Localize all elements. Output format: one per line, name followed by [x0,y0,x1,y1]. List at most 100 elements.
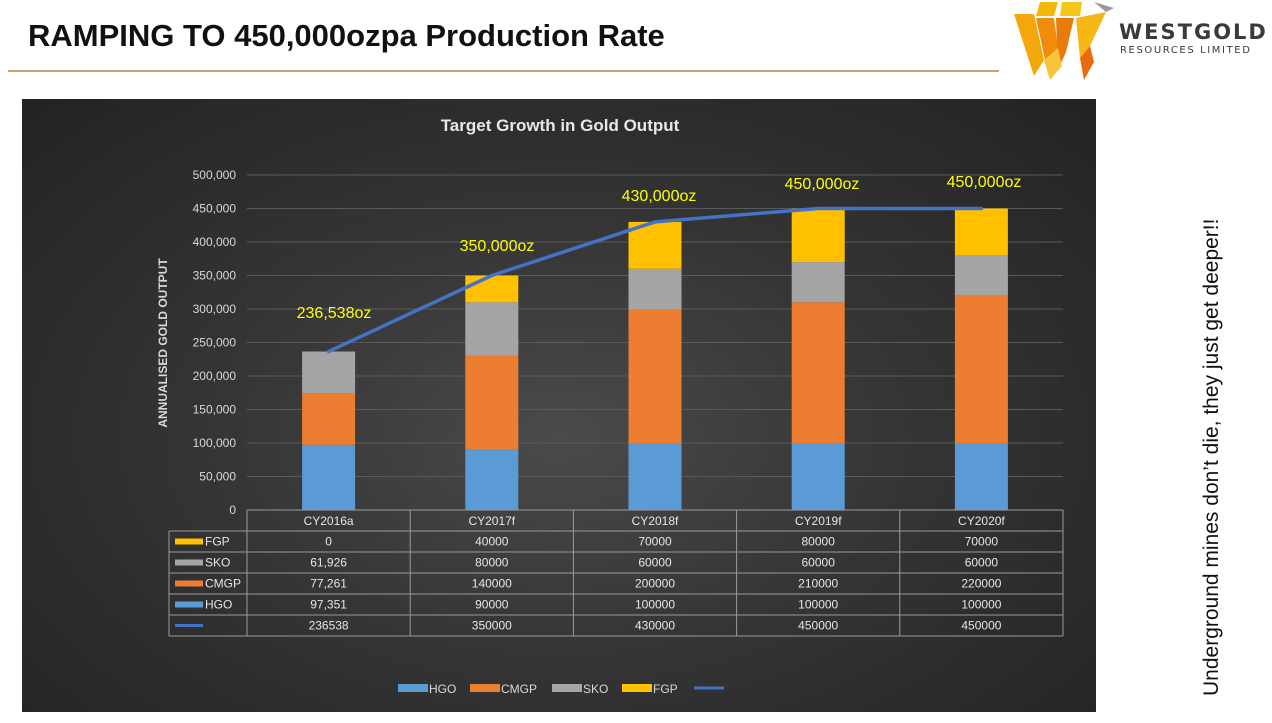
legend-key-total [694,686,724,690]
table-cell: 77,261 [310,577,347,591]
legend-key-fgp [622,684,652,692]
table-cell: 200000 [635,577,675,591]
title-divider [8,70,999,72]
y-tick-labels: 0 50,000 100,000 150,000 200,000 250,000 300,0… [193,168,237,517]
bar-segment-sko [302,351,356,394]
table-cell: 210000 [798,577,838,591]
table-row-label: SKO [205,556,230,570]
stacked-bar-chart: Target Growth in Gold Output ANNUALISED … [156,116,1064,696]
total-annotation: 450,000oz [785,176,860,193]
logo-wordmark: WESTGOLD [1119,20,1268,44]
total-output-line [326,206,984,354]
chart-legend: HGO CMGP SKO FGP [398,682,724,696]
y-tick-label: 150,000 [193,403,237,417]
table-cell: 350000 [472,619,512,633]
logo-mark-icon [1014,2,1114,80]
y-tick-label: 450,000 [193,202,237,216]
bar-segment-hgo [465,449,519,510]
table-cell: 430000 [635,619,675,633]
table-legend-key [175,624,203,627]
table-row-label: CMGP [205,577,241,591]
bar-segment-hgo [628,443,682,510]
table-cell: 97,351 [310,598,347,612]
table-cell: 100000 [961,598,1001,612]
table-cell: 236538 [309,619,349,633]
y-tick-label: 0 [229,503,236,517]
total-annotation: 236,538oz [297,305,372,322]
y-tick-label: 350,000 [193,269,237,283]
table-column-header: CY2020f [958,514,1005,528]
company-logo [1014,2,1114,80]
bar-segment-hgo [302,444,356,510]
table-cell: 0 [325,535,332,549]
table-cell: 60000 [802,556,836,570]
bar-segment-fgp [791,208,845,263]
table-cell: 100000 [635,598,675,612]
bar-segment-cmgp [302,393,356,445]
total-annotation: 350,000oz [460,238,535,255]
bar-stacks [302,208,1008,510]
table-cell: 450000 [798,619,838,633]
table-legend-key [175,559,203,566]
table-cell: 140000 [472,577,512,591]
table-legend-key [175,580,203,587]
total-annotation: 450,000oz [947,174,1022,191]
bar-segment-sko [954,255,1008,296]
table-cell: 40000 [475,535,509,549]
table-column-header: CY2018f [632,514,679,528]
bar-segment-fgp [465,275,519,303]
table-cell: 220000 [961,577,1001,591]
y-tick-label: 300,000 [193,302,237,316]
y-tick-label: 50,000 [199,470,236,484]
total-annotation: 430,000oz [622,188,697,205]
bar-segment-fgp [954,208,1008,256]
legend-label: CMGP [501,682,537,696]
table-cell: 70000 [638,535,672,549]
table-column-header: CY2016a [304,514,354,528]
table-cell: 450000 [961,619,1001,633]
logo-subtitle: RESOURCES LIMITED [1120,45,1252,56]
y-tick-label: 500,000 [193,168,237,182]
table-cell: 80000 [475,556,509,570]
y-axis-label: ANNUALISED GOLD OUTPUT [156,258,170,428]
table-cell: 61,926 [310,556,347,570]
y-tick-label: 200,000 [193,369,237,383]
legend-key-sko [552,684,582,692]
slide-title: RAMPING TO 450,000ozpa Production Rate [28,18,665,53]
bar-segment-cmgp [954,295,1008,443]
y-tick-label: 400,000 [193,235,237,249]
legend-label: FGP [653,682,678,696]
bar-segment-sko [628,268,682,309]
table-cell: 100000 [798,598,838,612]
table-cell: 70000 [965,535,999,549]
table-row-label: HGO [205,598,232,612]
table-cell: 80000 [802,535,836,549]
table-cell: 60000 [965,556,999,570]
bar-segment-sko [791,262,845,303]
total-line [326,206,984,354]
bar-segment-cmgp [791,302,845,443]
legend-key-cmgp [470,684,500,692]
bar-segment-hgo [954,443,1008,510]
table-row-label: FGP [205,535,230,549]
table-column-header: CY2017f [468,514,515,528]
data-table: CY2016a CY2017f CY2018f CY2019f CY2020f FGP 0 4… [168,509,1064,637]
table-cell: 60000 [638,556,672,570]
side-caption: Underground mines don’t die, they just g… [1200,218,1223,696]
chart-title: Target Growth in Gold Output [441,116,680,135]
table-column-header: CY2019f [795,514,842,528]
bar-segment-fgp [628,221,682,269]
legend-label: SKO [583,682,608,696]
bar-segment-sko [465,302,519,356]
bar-segment-hgo [791,443,845,510]
bar-segment-cmgp [465,355,519,450]
table-cell: 90000 [475,598,509,612]
table-legend-key [175,601,203,608]
y-tick-label: 250,000 [193,336,237,350]
y-tick-label: 100,000 [193,436,237,450]
chart-panel: Target Growth in Gold Output ANNUALISED … [22,99,1096,712]
bar-segment-cmgp [628,309,682,443]
legend-key-hgo [398,684,428,692]
total-annotations: 236,538oz 350,000oz 430,000oz 450,000oz 450,… [297,174,1022,322]
table-legend-key [175,538,203,545]
